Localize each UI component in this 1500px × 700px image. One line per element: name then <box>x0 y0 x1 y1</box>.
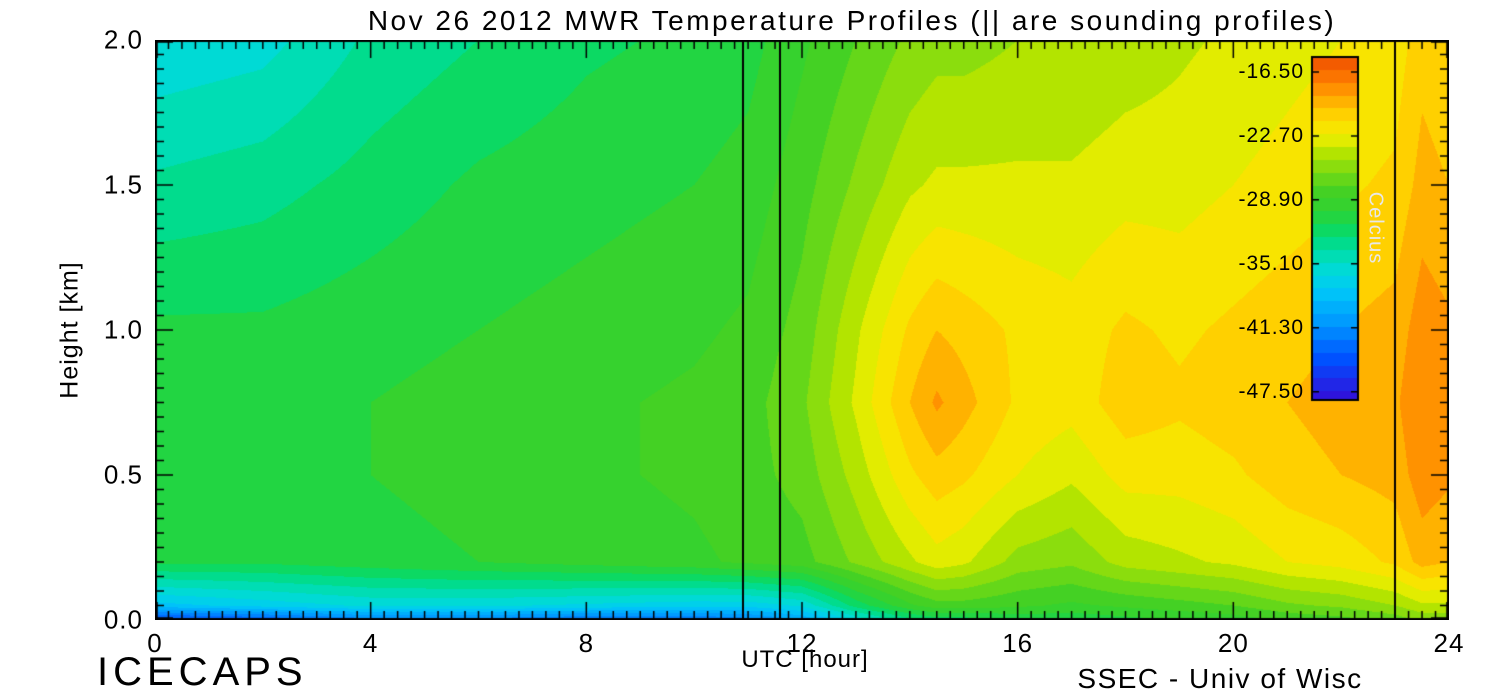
y-axis-label: Height [km] <box>55 261 84 399</box>
institution-label: SSEC - Univ of Wisc <box>1077 663 1363 694</box>
y-tick-label: 1.5 <box>103 169 143 200</box>
colorbar-unit-label: Celcius <box>1364 191 1387 265</box>
project-label: ICECAPS <box>97 650 308 694</box>
temperature-heatmap-canvas <box>155 40 1449 620</box>
x-tick-label: 16 <box>1002 628 1034 658</box>
x-axis-label: UTC [hour] <box>741 646 869 673</box>
y-tick-label: 2.0 <box>103 24 143 55</box>
y-tick-label: 0.5 <box>103 459 143 490</box>
x-tick-label: 8 <box>578 628 595 658</box>
y-tick-label: 0.0 <box>103 604 143 635</box>
y-tick-label: 1.0 <box>103 314 143 345</box>
x-tick-label: 4 <box>362 628 379 658</box>
x-tick-label: 24 <box>1433 628 1465 658</box>
x-tick-label: 20 <box>1217 628 1249 658</box>
chart-title: Nov 26 2012 MWR Temperature Profiles (||… <box>367 5 1337 36</box>
